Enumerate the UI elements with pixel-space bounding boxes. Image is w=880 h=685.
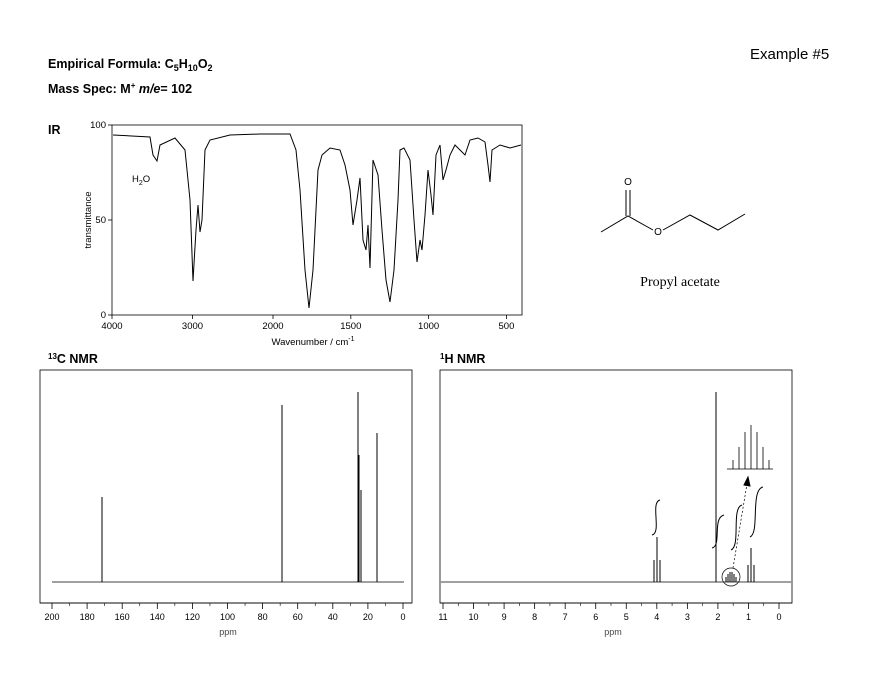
x-tick-label: 11 (438, 612, 447, 622)
mass-spec-label: Mass Spec: (48, 82, 117, 96)
x-tick-label: 3000 (182, 321, 203, 332)
c13-label-text: C NMR (57, 352, 98, 366)
ir-xlabel: Wavenumber / cm-1 (272, 336, 355, 348)
x-tick-label: 20 (363, 612, 373, 622)
formula-part: 10 (188, 63, 198, 73)
integral (711, 514, 725, 549)
annotation-part: O (143, 174, 150, 185)
mass-spec-unit: m/e (139, 82, 161, 96)
x-tick-label: 160 (115, 612, 130, 622)
x-tick-label: 80 (258, 612, 268, 622)
x-tick-label: 4 (654, 612, 659, 622)
c13-peaks (101, 392, 378, 582)
formula-part: 5 (174, 63, 179, 73)
compound-name: Propyl acetate (640, 275, 720, 290)
arrowhead (743, 475, 751, 487)
y-tick-label: 100 (90, 120, 106, 131)
x-tick-label: 7 (563, 612, 568, 622)
bond (662, 213, 746, 231)
y-tick-label: 50 (95, 215, 106, 226)
x-tick-label: 1500 (340, 321, 361, 332)
annotation-part: 2 (139, 180, 143, 187)
peak (725, 572, 737, 582)
zoom-arrow (732, 483, 748, 569)
atom: O (624, 177, 632, 188)
structure (600, 190, 746, 233)
c13-frame (39, 369, 413, 604)
mass-spec: Mass Spec: M+ m/e= 102 (48, 81, 192, 96)
ir-frame (111, 124, 523, 316)
x-tick-label: 200 (44, 612, 59, 622)
h1-isotope: 1 (440, 352, 445, 361)
x-tick-label: 3 (685, 612, 690, 622)
h1-label-text: H NMR (444, 352, 485, 366)
atom: O (654, 227, 662, 238)
h1-label: 1H NMR (440, 352, 485, 366)
annotation-part: H (132, 174, 139, 185)
mass-spec-value: = 102 (160, 82, 192, 96)
x-tick-label: 9 (502, 612, 507, 622)
c13-xlabel: ppm (219, 627, 237, 637)
formula-label: Empirical Formula: (48, 57, 161, 71)
integral (749, 486, 764, 538)
ir-xlabel-exp: -1 (348, 336, 354, 343)
c13-label: 13C NMR (48, 352, 98, 366)
zoom-circle (721, 567, 741, 587)
formula-part: 2 (208, 63, 213, 73)
h1-xlabel: ppm (604, 627, 622, 637)
formula-part: O (198, 57, 208, 71)
mass-spec-ion: M (120, 82, 130, 96)
formula: Empirical Formula: C5H10O2 (48, 57, 213, 73)
x-tick-label: 60 (293, 612, 303, 622)
ir-spectrum (112, 133, 522, 309)
x-tick-label: 40 (328, 612, 338, 622)
x-tick-label: 180 (80, 612, 95, 622)
x-tick-label: 0 (400, 612, 405, 622)
zoom-inset (727, 425, 773, 470)
mass-spec-charge: + (131, 81, 136, 90)
c13-isotope: 13 (48, 352, 57, 361)
ir-label: IR (48, 123, 61, 137)
x-tick-label: 5 (624, 612, 629, 622)
ir-xlabel-text: Wavenumber / cm (272, 337, 349, 348)
formula-part: H (179, 57, 188, 71)
formula-part: C (165, 57, 174, 71)
x-tick-label: 2000 (262, 321, 283, 332)
ir-annotation: H2O (132, 174, 150, 187)
integral (651, 499, 661, 536)
x-tick-label: 10 (469, 612, 479, 622)
x-tick-label: 1000 (418, 321, 439, 332)
x-tick-label: 6 (593, 612, 598, 622)
example-label: Example #5 (750, 46, 829, 63)
x-tick-label: 120 (185, 612, 200, 622)
ir-ylabel: transmittance (83, 191, 94, 248)
x-tick-label: 500 (499, 321, 515, 332)
integral (730, 504, 743, 551)
x-tick-label: 8 (532, 612, 537, 622)
y-tick-label: 0 (101, 310, 106, 321)
x-tick-label: 140 (150, 612, 165, 622)
x-tick-label: 1 (746, 612, 751, 622)
x-tick-label: 4000 (101, 321, 122, 332)
h1-peaks (651, 392, 773, 587)
h1-frame (439, 369, 793, 604)
x-tick-label: 0 (776, 612, 781, 622)
x-tick-label: 2 (715, 612, 720, 622)
bond (600, 215, 654, 233)
x-tick-label: 100 (220, 612, 235, 622)
